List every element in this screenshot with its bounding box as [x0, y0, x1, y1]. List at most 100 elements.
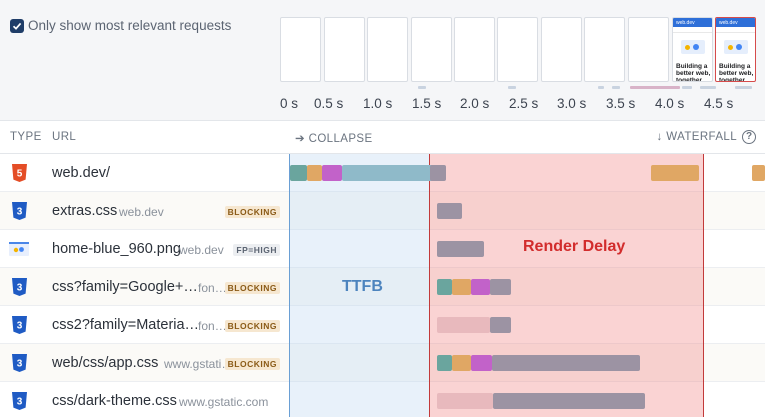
request-url[interactable]: web.dev/	[52, 165, 111, 181]
waterfall-bar-segment[interactable]	[490, 279, 511, 295]
table-row[interactable]: 3 css?family=Google+…fonts.…BLOCKING	[0, 268, 765, 306]
waterfall-bar-segment[interactable]	[452, 279, 471, 295]
waterfall-bar-segment[interactable]	[437, 393, 493, 409]
frame-illustration-dot	[736, 44, 742, 50]
requests-table-header: TYPE URL ➔ COLLAPSE ↓ WATERFALL ?	[0, 121, 765, 154]
request-url[interactable]: css2?family=Materia…	[52, 317, 200, 333]
image-file-icon	[9, 240, 29, 258]
filmstrip-frame[interactable]	[541, 17, 582, 82]
frame-illustration-dot	[693, 44, 699, 50]
frame-change-marker	[682, 86, 692, 89]
svg-text:3: 3	[17, 359, 23, 370]
time-tick-label: 4.0 s	[655, 96, 685, 111]
request-domain: fonts.…	[198, 319, 228, 333]
request-url[interactable]: css?family=Google+…	[52, 279, 198, 295]
css3-icon: 3	[12, 316, 27, 334]
frame-caption: Building a better web, together	[676, 63, 711, 82]
waterfall-bar-segment[interactable]	[437, 355, 452, 371]
waterfall-bar-segment[interactable]	[437, 317, 490, 333]
time-tick-label: 1.0 s	[363, 96, 393, 111]
svg-text:3: 3	[17, 207, 23, 218]
frame-nav	[716, 27, 755, 33]
column-header-type[interactable]: TYPE	[10, 131, 42, 143]
column-header-url[interactable]: URL	[52, 131, 77, 143]
relevant-requests-checkbox[interactable]	[10, 18, 24, 33]
filmstrip-frame[interactable]	[584, 17, 625, 82]
request-domain: fonts.…	[198, 281, 228, 295]
svg-text:3: 3	[17, 283, 23, 294]
frame-header	[673, 18, 712, 27]
waterfall-bar-segment[interactable]	[471, 355, 492, 371]
request-domain: web.dev	[119, 205, 164, 219]
ttfb-label: TTFB	[342, 278, 383, 295]
collapse-button[interactable]: ➔ COLLAPSE	[295, 133, 373, 145]
waterfall-bar-segment[interactable]	[651, 165, 699, 181]
time-tick-label: 3.0 s	[557, 96, 587, 111]
filmstrip-frame[interactable]	[497, 17, 538, 82]
waterfall-bar-segment[interactable]	[430, 165, 446, 181]
render-blocking-badge: BLOCKING	[224, 282, 280, 294]
waterfall-bar-segment[interactable]	[342, 165, 434, 181]
frame-caption: Building a better web, together	[719, 63, 754, 82]
request-url[interactable]: web/css/app.css	[52, 355, 159, 371]
filmstrip-frame[interactable]: web.dev Building a better web, together	[672, 17, 713, 82]
waterfall-bar-segment[interactable]	[437, 241, 484, 257]
filmstrip-frame[interactable]	[280, 17, 321, 82]
help-icon[interactable]: ?	[742, 130, 756, 144]
css3-icon: 3	[12, 392, 27, 410]
time-tick-label: 0.5 s	[314, 96, 344, 111]
request-url[interactable]: css/dark-theme.css	[52, 393, 177, 409]
filmstrip-frame[interactable]	[324, 17, 365, 82]
request-url[interactable]: extras.css	[52, 203, 118, 219]
waterfall-bar-segment[interactable]	[290, 165, 307, 181]
relevant-requests-filter[interactable]: Only show most relevant requests	[10, 18, 231, 33]
waterfall-bar-segment[interactable]	[493, 393, 645, 409]
request-domain: web.dev	[179, 243, 224, 257]
table-row[interactable]: home-blue_960.png web.dev FP=HIGH	[0, 230, 765, 268]
frame-change-marker	[700, 86, 716, 89]
table-row[interactable]: 3 extras.css web.dev BLOCKING	[0, 192, 765, 230]
waterfall-bar-segment[interactable]	[437, 279, 452, 295]
request-domain: www.gstatic.com	[179, 395, 269, 409]
fetch-priority-badge: FP=HIGH	[233, 244, 280, 256]
waterfall-bar-segment[interactable]	[752, 165, 765, 181]
time-tick-label: 1.5 s	[412, 96, 442, 111]
time-tick-label: 2.5 s	[509, 96, 539, 111]
waterfall-bar-segment[interactable]	[322, 165, 342, 181]
waterfall-bar-segment[interactable]	[437, 203, 462, 219]
ttfb-zone	[289, 154, 429, 417]
render-blocking-badge: BLOCKING	[224, 206, 280, 218]
frame-change-marker	[612, 86, 620, 89]
svg-text:3: 3	[17, 321, 23, 332]
html5-icon: 5	[12, 164, 27, 182]
time-tick-label: 4.5 s	[704, 96, 734, 111]
request-domain: www.gstatic.com	[164, 357, 234, 371]
frame-change-marker	[418, 86, 426, 89]
time-tick-label: 0 s	[280, 96, 299, 111]
filmstrip-frame[interactable]	[367, 17, 408, 82]
waterfall-bar-segment[interactable]	[307, 165, 322, 181]
waterfall-bar-segment[interactable]	[490, 317, 511, 333]
time-tick-label: 3.5 s	[606, 96, 636, 111]
filmstrip-frame[interactable]	[411, 17, 452, 82]
check-icon	[12, 22, 22, 30]
filmstrip-frame[interactable]	[628, 17, 669, 82]
request-url[interactable]: home-blue_960.png	[52, 241, 181, 257]
waterfall-sort-button[interactable]: ↓ WATERFALL	[656, 131, 737, 143]
frame-illustration-dot	[728, 45, 733, 50]
render-blocking-badge: BLOCKING	[224, 320, 280, 332]
css3-icon: 3	[12, 278, 27, 296]
waterfall-bar-segment[interactable]	[452, 355, 471, 371]
filmstrip-frame[interactable]: web.dev Building a better web, together	[715, 17, 756, 82]
waterfall-bar-segment[interactable]	[471, 279, 490, 295]
table-row[interactable]: 3 css2?family=Materia…fonts.…BLOCKING	[0, 306, 765, 344]
frame-change-marker	[735, 86, 752, 89]
svg-text:3: 3	[17, 397, 23, 408]
svg-text:5: 5	[17, 169, 23, 180]
render-delay-label: Render Delay	[523, 238, 626, 255]
frame-header	[716, 18, 755, 27]
css3-icon: 3	[12, 202, 27, 220]
filmstrip-frame[interactable]	[454, 17, 495, 82]
waterfall-bar-segment[interactable]	[492, 355, 640, 371]
filmstrip-panel: Only show most relevant requests web.dev…	[0, 0, 765, 121]
